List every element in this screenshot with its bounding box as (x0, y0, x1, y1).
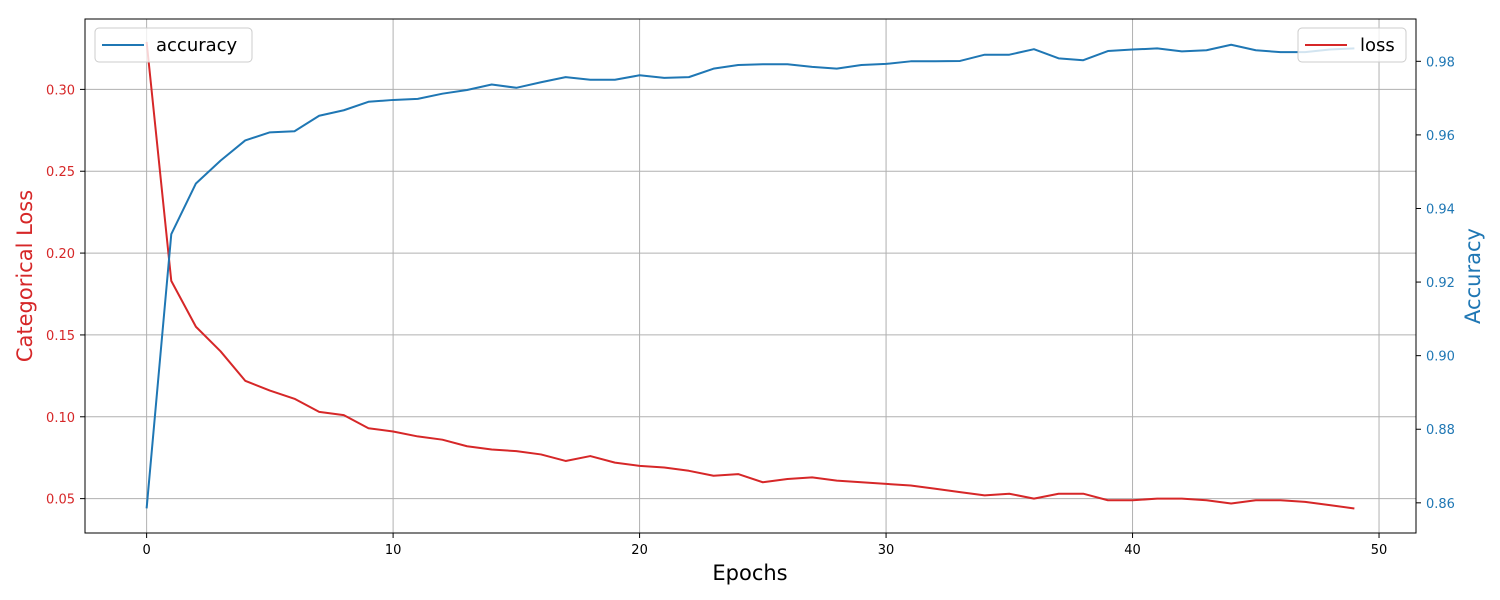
x-tick-label: 10 (385, 543, 402, 558)
legend-loss: loss (1297, 27, 1407, 63)
grid-lines (85, 19, 1416, 533)
right-y-axis: 0.86 0.88 0.90 0.92 0.94 0.96 0.98 (1416, 55, 1455, 512)
left-y-tick-label: 0.15 (46, 329, 75, 344)
x-tick-label: 30 (878, 543, 895, 558)
legend-accuracy-label: accuracy (156, 35, 238, 56)
left-y-axis-title: Categorical Loss (13, 190, 37, 362)
right-y-tick-label: 0.86 (1426, 497, 1455, 512)
legend-loss-box (1297, 27, 1407, 63)
series-line-loss (145, 41, 1355, 510)
legend-loss-label: loss (1360, 35, 1395, 56)
right-y-tick-label: 0.94 (1426, 202, 1455, 217)
left-y-axis: 0.05 0.10 0.15 0.20 0.25 0.30 (46, 83, 85, 508)
x-tick-label: 20 (631, 543, 648, 558)
right-y-tick-label: 0.98 (1426, 55, 1455, 70)
x-axis: 0 10 20 30 40 50 (142, 533, 1387, 558)
plot-frame (84, 18, 1417, 534)
x-tick-label: 0 (142, 543, 150, 558)
x-tick-label: 40 (1124, 543, 1141, 558)
legend-accuracy-box (94, 27, 253, 63)
right-y-tick-label: 0.90 (1426, 350, 1455, 365)
legend-accuracy: accuracy (94, 27, 253, 63)
right-y-axis-title: Accuracy (1461, 228, 1485, 324)
x-tick-label: 50 (1371, 543, 1388, 558)
left-y-tick-label: 0.10 (46, 411, 75, 426)
right-y-tick-label: 0.92 (1426, 276, 1455, 291)
x-axis-title: Epochs (712, 561, 787, 585)
left-y-tick-label: 0.30 (46, 83, 75, 98)
right-y-tick-label: 0.96 (1426, 129, 1455, 144)
left-y-tick-label: 0.05 (46, 493, 75, 508)
series-lines (145, 41, 1355, 510)
left-y-tick-label: 0.20 (46, 247, 75, 262)
left-y-tick-label: 0.25 (46, 165, 75, 180)
right-y-tick-label: 0.88 (1426, 423, 1455, 438)
series-line-accuracy (145, 43, 1355, 509)
